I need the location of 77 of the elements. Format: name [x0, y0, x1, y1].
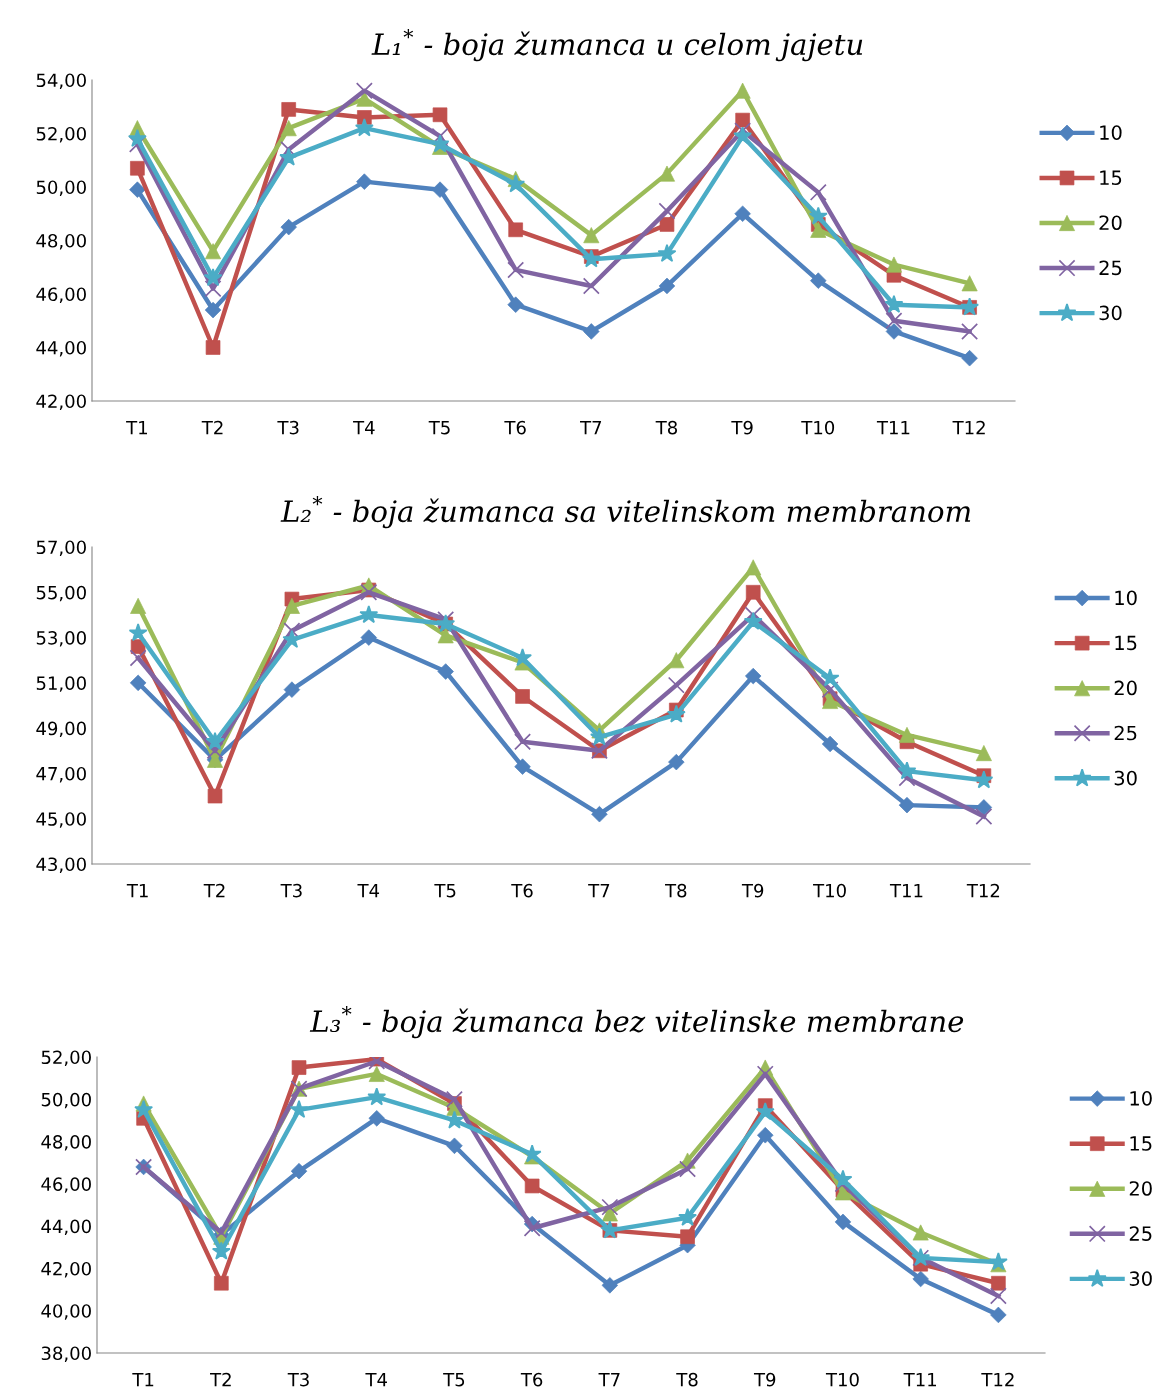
x-tick-label: T11	[903, 1373, 937, 1387]
y-tick-label: 46,00	[41, 1177, 91, 1193]
x-tick-label: T8	[665, 883, 687, 898]
legend-label: 20	[1099, 215, 1122, 231]
x-tick-label: T4	[353, 421, 375, 435]
x-tick-label: T12	[966, 883, 1000, 898]
x-tick-label: T5	[443, 1373, 465, 1387]
y-tick-label: 42,00	[41, 1261, 91, 1278]
y-tick-label: 44,00	[36, 340, 86, 357]
y-tick-label: 46,00	[36, 287, 86, 303]
x-tick-label: T3	[280, 883, 302, 898]
legend-label: 25	[1099, 260, 1122, 276]
chart-title: L₁$^{*}$ - boja žumanca u celom jajetu	[371, 29, 863, 62]
legend-label: 30	[1114, 770, 1137, 786]
x-tick-label: T4	[357, 884, 380, 898]
y-tick-label: 52,00	[41, 1050, 91, 1066]
y-tick-label: 50,00	[36, 180, 86, 196]
x-tick-label: T5	[428, 421, 450, 435]
legend-label: 20	[1129, 1181, 1152, 1196]
x-tick-label: T12	[981, 1372, 1014, 1387]
legend-label: 10	[1130, 1091, 1152, 1106]
y-tick-label: 48,00	[41, 1135, 91, 1151]
y-tick-label: 40,00	[41, 1304, 91, 1320]
legend-label: 30	[1099, 305, 1122, 321]
x-tick-label: T8	[655, 420, 678, 435]
x-tick-label: T11	[889, 884, 923, 898]
x-tick-label: T10	[813, 883, 846, 898]
y-tick-label: 50,00	[41, 1092, 91, 1109]
x-tick-label: T9	[741, 883, 764, 898]
legend-label: 15	[1130, 1136, 1152, 1151]
chart-title: L₂$^{*}$ - boja žumanca sa vitelinskom membranom	[280, 496, 971, 529]
legend-label: 15	[1100, 170, 1122, 186]
y-tick-label: 49,00	[36, 721, 86, 738]
y-tick-label: 52,00	[36, 126, 86, 143]
x-tick-label: T9	[731, 420, 753, 435]
legend-label: 15	[1115, 635, 1137, 651]
x-tick-label: T6	[504, 420, 526, 435]
chart-title: L₃$^{*}$ - boja žumanca bez vitelinske membrane	[309, 1006, 964, 1039]
x-tick-label: T1	[126, 884, 148, 898]
x-tick-label: T1	[126, 421, 147, 435]
x-tick-label: T7	[588, 884, 610, 898]
legend-label: 20	[1114, 680, 1137, 696]
x-tick-label: T3	[287, 1372, 309, 1387]
y-tick-label: 51,00	[36, 676, 86, 692]
y-tick-label: 45,00	[36, 812, 86, 828]
y-tick-label: 48,00	[36, 233, 86, 250]
legend-label: 30	[1129, 1271, 1152, 1286]
x-tick-label: T12	[952, 420, 985, 435]
y-tick-label: 57,00	[36, 540, 86, 556]
legend-label: 25	[1129, 1226, 1152, 1241]
y-tick-label: 44,00	[41, 1219, 91, 1236]
x-tick-label: T3	[277, 420, 299, 435]
x-tick-label: T9	[753, 1372, 776, 1387]
y-tick-label: 53,00	[36, 631, 86, 647]
y-tick-label: 47,00	[36, 766, 86, 783]
x-tick-label: T7	[598, 1373, 620, 1387]
x-tick-label: T5	[434, 884, 456, 898]
x-tick-label: T10	[825, 1372, 859, 1387]
x-tick-label: T7	[580, 421, 602, 435]
legend-label: 10	[1115, 590, 1137, 606]
x-tick-label: T6	[520, 1372, 543, 1387]
x-tick-label: T2	[201, 420, 223, 435]
x-tick-label: T10	[801, 420, 835, 435]
x-tick-label: T2	[203, 883, 225, 898]
y-tick-label: 43,00	[36, 857, 86, 873]
legend-label: 10	[1100, 125, 1122, 140]
y-tick-label: 54,00	[36, 73, 86, 89]
x-tick-label: T11	[876, 421, 910, 435]
x-tick-label: T8	[676, 1372, 698, 1387]
y-tick-label: 38,00	[41, 1346, 91, 1362]
x-tick-label: T1	[132, 1373, 154, 1387]
x-tick-label: T2	[210, 1372, 231, 1387]
x-tick-label: T4	[365, 1373, 387, 1387]
legend-label: 25	[1114, 725, 1137, 741]
y-tick-label: 55,00	[36, 585, 86, 602]
x-tick-label: T6	[511, 883, 533, 898]
y-tick-label: 42,00	[36, 394, 86, 410]
